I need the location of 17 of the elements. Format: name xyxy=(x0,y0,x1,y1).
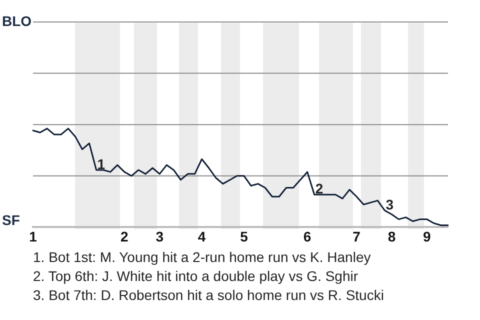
text: 2. Top 6th: J. White hit into a double play vs G. Sghir xyxy=(33,267,360,286)
x-tick-label: 3 xyxy=(156,228,164,244)
x-tick-label: 2 xyxy=(120,228,129,244)
x-tick-label: 4 xyxy=(198,228,206,244)
x-tick-label: 1 xyxy=(29,228,38,244)
annotation: 1 xyxy=(97,156,106,172)
text: BLO xyxy=(2,12,32,29)
text: 3. Bot 7th: D. Robertson hit a solo home run vs R. Stucki xyxy=(33,286,385,305)
x-tick-label: 8 xyxy=(388,228,396,244)
text: SF xyxy=(2,212,20,228)
annotation: 2 xyxy=(315,180,324,197)
text: 1. Bot 1st: M. Young hit a 2-run home run vs K. Hanley xyxy=(33,248,372,267)
x-tick-label: 5 xyxy=(240,228,248,244)
x-tick-label: 7 xyxy=(352,228,361,244)
annotation: 3 xyxy=(386,196,394,212)
x-tick-label: 9 xyxy=(423,228,431,244)
x-tick-label: 6 xyxy=(303,228,312,244)
